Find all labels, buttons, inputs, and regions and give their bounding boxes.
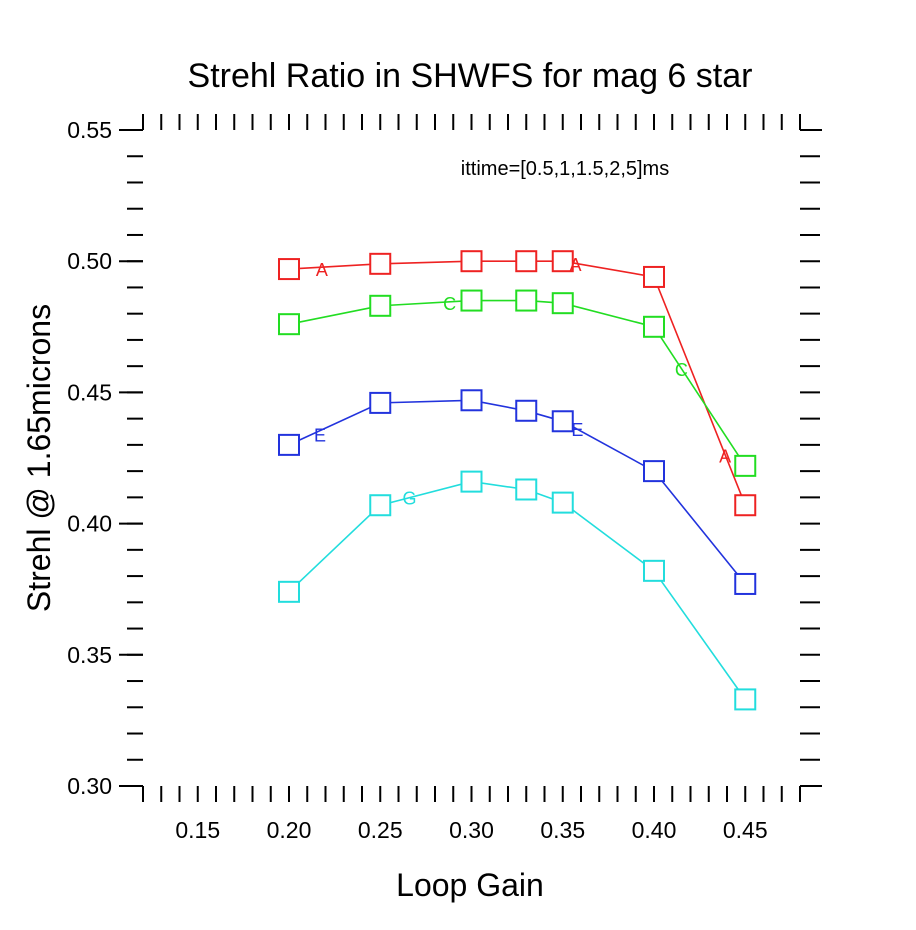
chart-title: Strehl Ratio in SHWFS for mag 6 star: [188, 57, 753, 95]
y-tick-label: 0.45: [67, 379, 112, 405]
y-tick-label: 0.30: [67, 773, 112, 799]
series-symbol-c: C: [443, 294, 456, 314]
x-tick-label: 0.15: [175, 817, 220, 843]
series-symbol-g: G: [402, 488, 416, 508]
series-symbol-a: A: [316, 260, 328, 280]
series-symbol-e: E: [314, 425, 326, 445]
data-point-a: [369, 252, 392, 275]
x-tick-label: 0.40: [632, 817, 677, 843]
data-point-g: [515, 478, 538, 501]
data-point-e: [460, 389, 483, 412]
data-point-a: [734, 494, 757, 517]
x-tick-label: 0.30: [449, 817, 494, 843]
axis-ticks: [119, 114, 822, 802]
data-point-g: [460, 470, 483, 493]
data-point-a: [278, 258, 300, 281]
y-tick-label: 0.40: [67, 511, 112, 537]
data-point-c: [515, 289, 538, 312]
data-point-c: [369, 294, 392, 317]
ittime-annotation: ittime=[0.5,1,1.5,2,5]ms: [461, 158, 669, 180]
series-symbol-a: A: [570, 255, 582, 275]
y-axis-label: Strehl @ 1.65microns: [21, 304, 57, 612]
data-point-e: [643, 460, 665, 483]
series-symbol-e: E: [571, 420, 583, 440]
data-point-c: [734, 454, 757, 477]
tick-labels: 0.15 0.20 0.25 0.30 0.35 0.40 0.45 0.30 0.35 0.40…: [67, 117, 767, 843]
data-point-g: [734, 688, 757, 711]
data-point-c: [460, 289, 483, 312]
data-point-e: [551, 410, 574, 433]
x-axis-label: Loop Gain: [396, 867, 544, 903]
y-tick-label: 0.55: [67, 117, 112, 143]
data-point-g: [551, 491, 574, 514]
data-point-e: [734, 572, 757, 595]
data-point-g: [643, 559, 665, 582]
data-point-e: [515, 399, 538, 422]
y-tick-label: 0.50: [67, 248, 112, 274]
series-symbol-a: A: [719, 446, 731, 466]
series-symbol-c: C: [675, 360, 688, 380]
data-point-a: [643, 265, 665, 288]
x-tick-label: 0.35: [540, 817, 585, 843]
data-point-a: [515, 250, 538, 273]
data-point-e: [278, 433, 300, 456]
x-tick-label: 0.25: [358, 817, 403, 843]
data-point-g: [369, 494, 392, 517]
series-a: A A A: [278, 250, 757, 517]
data-point-e: [369, 391, 392, 414]
data-point-a: [460, 250, 483, 273]
x-tick-label: 0.20: [267, 817, 312, 843]
series-c: CC: [278, 289, 757, 477]
data-point-c: [643, 315, 665, 338]
data-point-g: [278, 580, 300, 603]
x-tick-label: 0.45: [723, 817, 768, 843]
data-point-c: [551, 292, 574, 315]
y-tick-label: 0.35: [67, 642, 112, 668]
data-point-c: [278, 313, 300, 336]
data-point-a: [551, 250, 574, 273]
series-g: G: [278, 470, 757, 711]
